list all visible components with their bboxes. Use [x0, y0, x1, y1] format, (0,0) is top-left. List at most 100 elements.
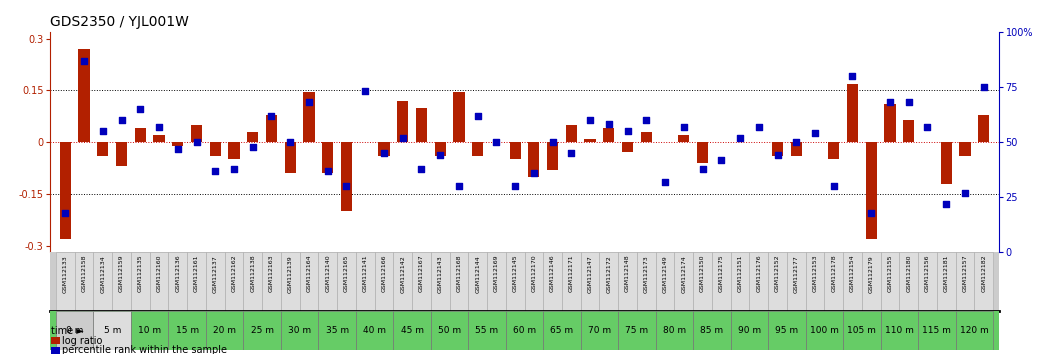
Bar: [581, 252, 599, 311]
Text: GSM112143: GSM112143: [437, 255, 443, 292]
Text: 15 m: 15 m: [175, 326, 198, 335]
Bar: [547, 142, 558, 170]
Bar: [60, 142, 71, 239]
Bar: [210, 142, 221, 156]
Point: [976, 84, 992, 90]
Bar: [510, 142, 520, 159]
Bar: [98, 142, 108, 156]
Bar: [379, 142, 389, 156]
Bar: [675, 252, 693, 311]
Bar: [918, 311, 956, 350]
Text: 100 m: 100 m: [810, 326, 839, 335]
Bar: [74, 252, 93, 311]
Bar: [322, 142, 334, 173]
Point: [57, 210, 73, 216]
Bar: [884, 104, 896, 142]
Point: [357, 88, 373, 94]
Bar: [172, 142, 184, 145]
Bar: [93, 311, 131, 350]
Point: [469, 113, 486, 119]
Point: [619, 128, 636, 134]
Point: [169, 146, 186, 152]
Text: GSM112154: GSM112154: [850, 255, 855, 292]
Bar: [975, 252, 993, 311]
Bar: [828, 142, 839, 159]
Point: [863, 210, 880, 216]
Bar: [641, 132, 651, 142]
Bar: [243, 252, 262, 311]
Bar: [843, 252, 862, 311]
Text: GSM112144: GSM112144: [475, 255, 480, 292]
Text: 55 m: 55 m: [475, 326, 498, 335]
Bar: [300, 252, 318, 311]
Bar: [506, 311, 543, 350]
Text: percentile rank within the sample: percentile rank within the sample: [62, 346, 227, 354]
Text: 60 m: 60 m: [513, 326, 536, 335]
Text: 120 m: 120 m: [960, 326, 988, 335]
Point: [582, 117, 599, 123]
Text: GSM112176: GSM112176: [756, 255, 762, 292]
Point: [263, 113, 280, 119]
Text: GSM112169: GSM112169: [494, 255, 499, 292]
Text: GSM112135: GSM112135: [137, 255, 143, 292]
Bar: [187, 252, 206, 311]
Text: GSM112152: GSM112152: [775, 255, 780, 292]
Text: GSM112141: GSM112141: [363, 255, 368, 292]
Bar: [468, 252, 487, 311]
Text: GSM112171: GSM112171: [569, 255, 574, 292]
Bar: [191, 125, 202, 142]
Text: GDS2350 / YJL001W: GDS2350 / YJL001W: [50, 15, 189, 29]
Bar: [412, 252, 431, 311]
Bar: [281, 311, 318, 350]
Point: [507, 183, 523, 189]
Text: time ►: time ►: [51, 326, 84, 336]
Point: [938, 201, 955, 207]
Bar: [678, 135, 689, 142]
Point: [319, 168, 336, 174]
Bar: [941, 142, 951, 183]
Point: [151, 124, 168, 130]
Text: GSM112162: GSM112162: [232, 255, 236, 292]
Text: GSM112146: GSM112146: [550, 255, 555, 292]
Point: [788, 139, 805, 145]
Bar: [243, 311, 281, 350]
Text: 20 m: 20 m: [213, 326, 236, 335]
Bar: [562, 252, 581, 311]
Text: GSM112178: GSM112178: [831, 255, 836, 292]
Text: GSM112174: GSM112174: [681, 255, 686, 292]
Bar: [978, 115, 989, 142]
Bar: [206, 252, 224, 311]
Bar: [265, 115, 277, 142]
Bar: [229, 142, 239, 159]
Point: [900, 99, 917, 105]
Point: [432, 153, 449, 158]
Text: GSM112180: GSM112180: [906, 255, 912, 292]
Bar: [787, 252, 806, 311]
Point: [94, 128, 111, 134]
Bar: [472, 142, 484, 156]
Bar: [880, 311, 918, 350]
Bar: [603, 129, 615, 142]
Bar: [693, 252, 712, 311]
Text: GSM112155: GSM112155: [887, 255, 893, 292]
Bar: [450, 252, 468, 311]
Bar: [318, 252, 337, 311]
Bar: [318, 311, 356, 350]
Text: GSM112182: GSM112182: [981, 255, 986, 292]
Bar: [825, 252, 843, 311]
Text: 10 m: 10 m: [138, 326, 162, 335]
Text: GSM112137: GSM112137: [213, 255, 218, 292]
Text: GSM112165: GSM112165: [344, 255, 349, 292]
Bar: [847, 84, 858, 142]
Text: 75 m: 75 m: [625, 326, 648, 335]
Bar: [374, 252, 393, 311]
Bar: [622, 142, 634, 153]
Bar: [768, 311, 806, 350]
Text: GSM112142: GSM112142: [400, 255, 405, 292]
Text: GSM112151: GSM112151: [737, 255, 743, 292]
Text: GSM112139: GSM112139: [287, 255, 293, 292]
Point: [676, 124, 692, 130]
Bar: [843, 311, 880, 350]
Bar: [56, 311, 93, 350]
Point: [526, 170, 542, 176]
